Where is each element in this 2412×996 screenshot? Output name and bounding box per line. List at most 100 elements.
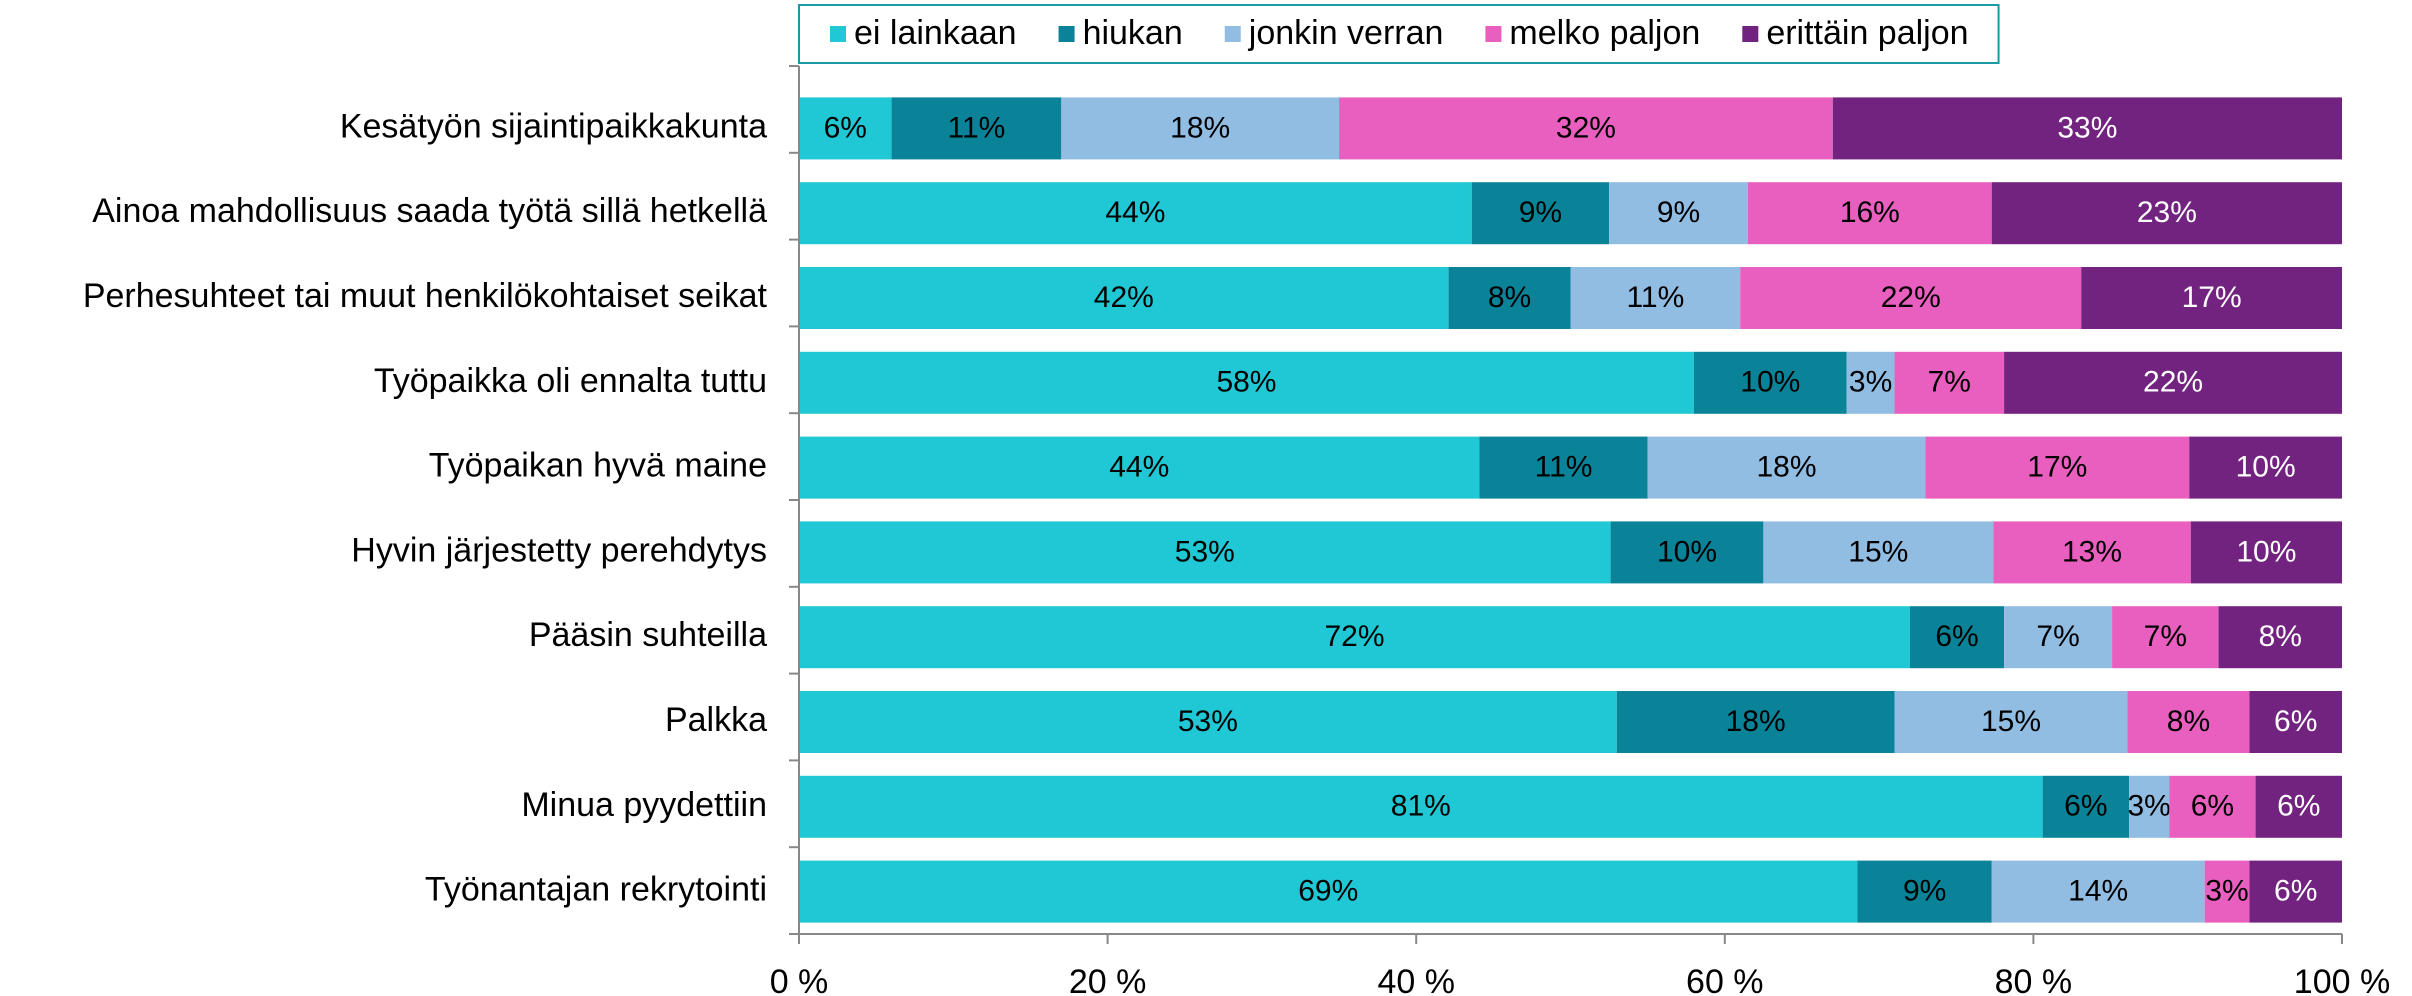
- bar-segment: [1747, 182, 1992, 245]
- data-label: 10%: [1657, 535, 1717, 568]
- data-label: 22%: [2143, 366, 2203, 399]
- data-label: 8%: [2259, 620, 2302, 653]
- category-label: Työpaikka oli ennalta tuttu: [374, 362, 767, 400]
- data-label: 6%: [2274, 705, 2317, 738]
- bar-segment: [1740, 267, 2082, 329]
- data-label: 17%: [2182, 281, 2242, 314]
- data-label: 17%: [2027, 451, 2087, 484]
- category-label: Työpaikan hyvä maine: [429, 447, 767, 485]
- legend-marker: [1742, 26, 1759, 42]
- data-label: 7%: [2036, 620, 2079, 653]
- bar-segment: [799, 267, 1449, 329]
- legend-label: jonkin verran: [1248, 14, 1444, 52]
- bar-segment: [1471, 182, 1610, 245]
- data-label: 6%: [2274, 875, 2317, 908]
- category-label: Pääsin suhteilla: [529, 616, 767, 654]
- bar-segment: [1570, 267, 1741, 329]
- x-tick-label: 60 %: [1686, 963, 1764, 996]
- legend-box: [798, 4, 2000, 64]
- bar-segment: [2218, 606, 2342, 669]
- category-label: Hyvin järjestetty perehdytys: [351, 531, 767, 569]
- data-label: 13%: [2062, 535, 2122, 568]
- bar-segment: [2081, 267, 2342, 329]
- bar-segment: [2004, 606, 2113, 669]
- data-label: 23%: [2137, 196, 2197, 229]
- bar-segment: [891, 97, 1062, 160]
- bar-segment: [1991, 182, 2342, 245]
- data-label: 11%: [1535, 451, 1593, 484]
- bar-segment: [1616, 691, 1895, 753]
- bar-segment: [2042, 775, 2130, 838]
- bar-segment: [2189, 436, 2342, 499]
- bar-segment: [2127, 691, 2250, 753]
- bar-segment: [799, 860, 1858, 923]
- x-tick-label: 100 %: [2294, 963, 2390, 996]
- legend-label: hiukan: [1083, 14, 1183, 52]
- bar-segment: [2249, 691, 2342, 753]
- bar-segment: [799, 182, 1472, 245]
- bar-segment: [2204, 860, 2250, 923]
- bar-segment: [1448, 267, 1571, 329]
- data-label: 58%: [1216, 366, 1276, 399]
- bar-segment: [799, 97, 892, 160]
- data-label: 33%: [2057, 111, 2117, 144]
- data-label: 53%: [1178, 705, 1238, 738]
- data-label: 14%: [2068, 875, 2128, 908]
- bar-segment: [1832, 97, 2342, 160]
- bar-segment: [1909, 606, 2005, 669]
- bar-segment: [1693, 351, 1847, 414]
- bar-segment: [1846, 351, 1895, 414]
- data-label: 3%: [2205, 875, 2248, 908]
- category-label: Minua pyydettiin: [521, 786, 767, 824]
- bar-segment: [1763, 521, 1994, 584]
- bar-segment: [2169, 775, 2256, 838]
- data-label: 15%: [1848, 535, 1908, 568]
- x-tick-label: 80 %: [1995, 963, 2073, 996]
- data-label: 44%: [1105, 196, 1165, 229]
- bar-segment: [2190, 521, 2342, 584]
- data-label: 32%: [1556, 111, 1616, 144]
- category-label: Kesätyön sijaintipaikkakunta: [340, 107, 767, 145]
- bar-segment: [2249, 860, 2342, 923]
- bar-segment: [1894, 691, 2128, 753]
- bar-segment: [2255, 775, 2342, 838]
- legend-marker: [1224, 26, 1241, 42]
- bar-segment: [2112, 606, 2219, 669]
- bar-segment: [1609, 182, 1748, 245]
- data-label: 6%: [2064, 790, 2107, 823]
- data-label: 9%: [1519, 196, 1562, 229]
- x-tick-label: 40 %: [1377, 963, 1455, 996]
- bar-segment: [1894, 351, 2005, 414]
- data-label: 18%: [1726, 705, 1786, 738]
- bar-segment: [799, 775, 2043, 838]
- bar-segment: [799, 606, 1910, 669]
- data-label: 10%: [2236, 535, 2296, 568]
- data-label: 42%: [1094, 281, 1154, 314]
- bar-segment: [1610, 521, 1764, 584]
- category-label: Palkka: [665, 701, 767, 739]
- data-label: 6%: [2191, 790, 2234, 823]
- data-label: 10%: [2236, 451, 2296, 484]
- data-label: 11%: [1626, 281, 1684, 314]
- data-label: 8%: [2167, 705, 2210, 738]
- data-label: 11%: [948, 111, 1006, 144]
- data-label: 16%: [1840, 196, 1900, 229]
- data-label: 9%: [1657, 196, 1700, 229]
- data-label: 7%: [2144, 620, 2187, 653]
- data-label: 18%: [1170, 111, 1230, 144]
- data-label: 10%: [1740, 366, 1800, 399]
- data-label: 7%: [1928, 366, 1971, 399]
- bar-segment: [1061, 97, 1340, 160]
- data-label: 6%: [824, 111, 867, 144]
- data-label: 3%: [1849, 366, 1892, 399]
- bar-segment: [799, 691, 1617, 753]
- data-label: 72%: [1324, 620, 1384, 653]
- legend-marker: [1058, 26, 1075, 42]
- bar-segment: [1479, 436, 1648, 499]
- legend-label: melko paljon: [1509, 14, 1700, 52]
- bar-segment: [799, 521, 1611, 584]
- data-label: 3%: [2127, 790, 2170, 823]
- bar-segment: [2129, 775, 2170, 838]
- data-label: 18%: [1756, 451, 1816, 484]
